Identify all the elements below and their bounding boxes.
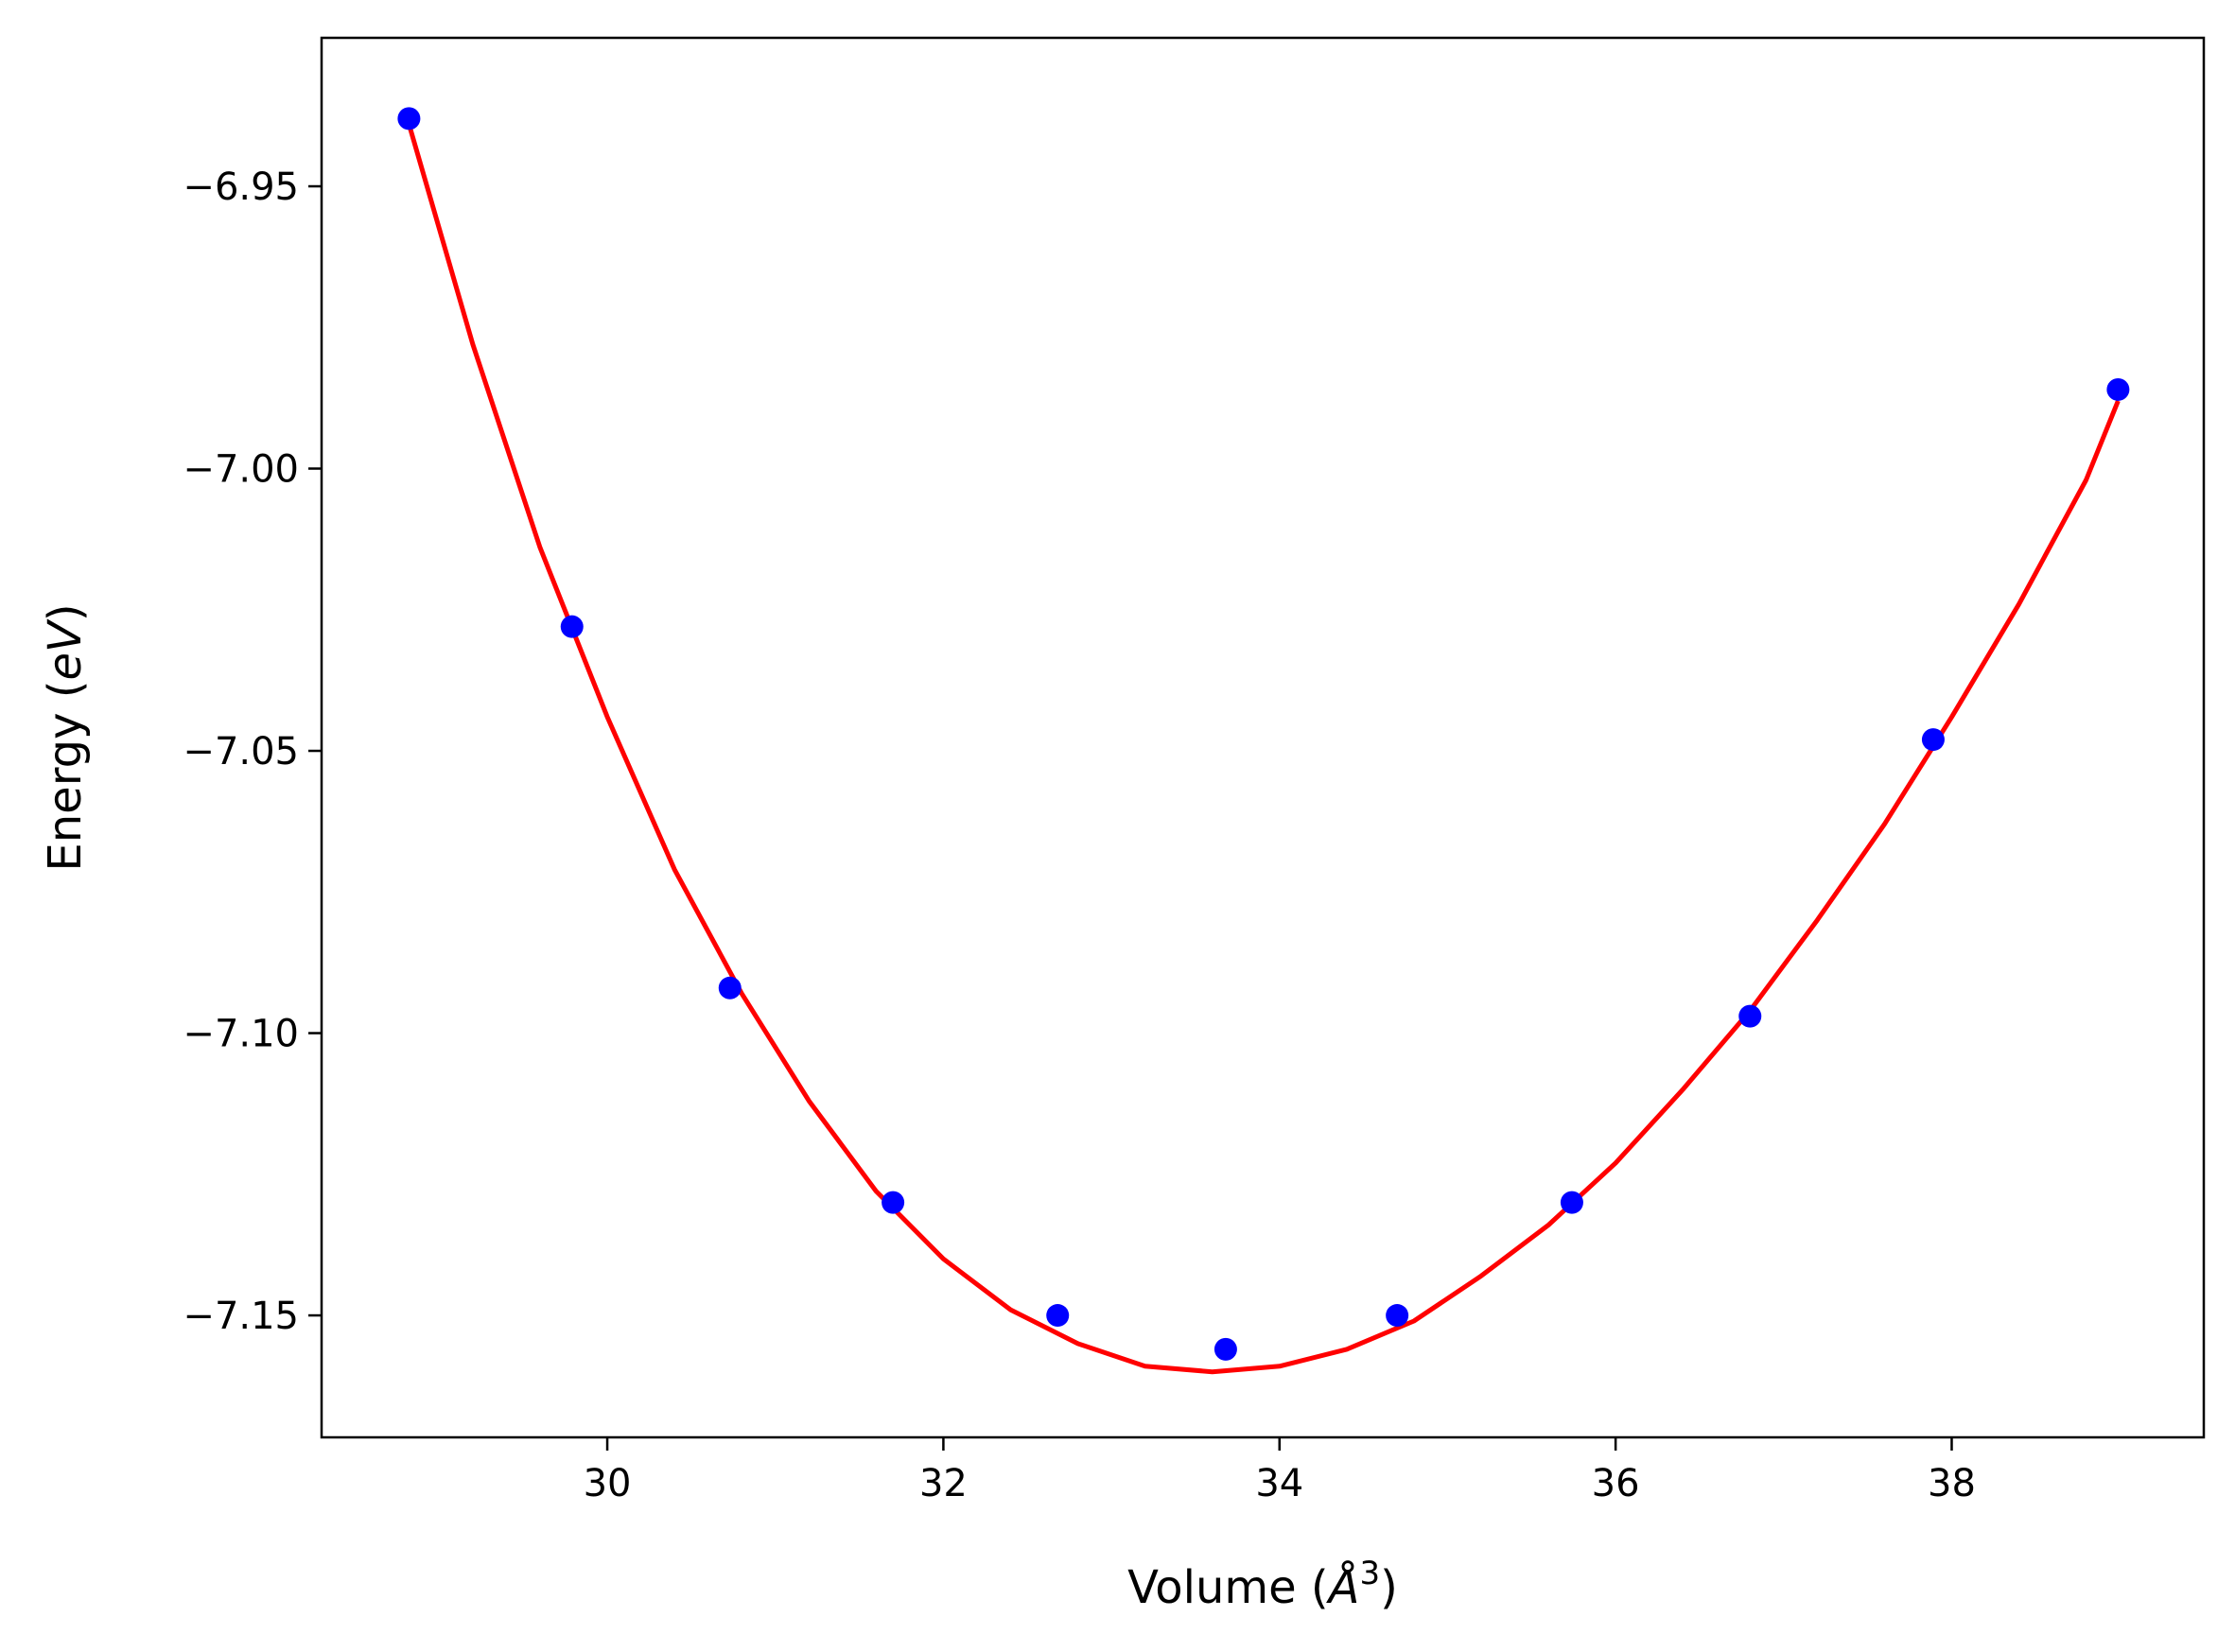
- data-point: [2106, 377, 2130, 401]
- x-axis-label-suffix: ): [1380, 1561, 1398, 1614]
- y-tick-label: −7.10: [183, 1013, 299, 1056]
- data-point: [1046, 1304, 1070, 1328]
- data-point: [1560, 1191, 1583, 1214]
- y-axis-ticks: −6.95 −7.00 −7.05 −7.10 −7.15: [183, 165, 322, 1338]
- data-point: [397, 107, 421, 130]
- y-tick-label: −7.15: [183, 1295, 299, 1338]
- x-axis-label-exponent: 3: [1359, 1555, 1380, 1592]
- y-axis-label-prefix: Energy (: [39, 681, 92, 872]
- x-axis-label-prefix: Volume (: [1127, 1561, 1329, 1614]
- x-tick-label: 34: [1255, 1462, 1303, 1505]
- x-tick-label: 32: [919, 1462, 968, 1505]
- data-point: [882, 1191, 905, 1214]
- plot-frame: [320, 36, 2206, 1439]
- data-point: [1386, 1304, 1409, 1328]
- y-axis-label-suffix: ): [39, 603, 92, 621]
- data-point: [1921, 728, 1945, 752]
- y-tick-label: −7.00: [183, 448, 299, 492]
- series-layer: [397, 107, 2130, 1375]
- x-axis-ticks: 30 32 34 36 38: [584, 1437, 1976, 1505]
- plot-area: [322, 38, 2204, 1437]
- data-point: [560, 615, 584, 638]
- x-axis-label: Volume (Å3): [1127, 1555, 1398, 1614]
- y-tick-label: −6.95: [183, 165, 299, 209]
- y-tick-label: −7.05: [183, 730, 299, 774]
- y-axis-label-unit: eV: [39, 618, 92, 681]
- data-point: [718, 976, 742, 1000]
- x-tick-label: 30: [584, 1462, 632, 1505]
- data-point: [1738, 1004, 1762, 1028]
- y-axis-label: Energy (eV): [39, 603, 92, 871]
- fit-curve-line: [406, 123, 2121, 1375]
- data-point: [1214, 1337, 1237, 1361]
- x-tick-label: 38: [1928, 1462, 1976, 1505]
- x-axis-label-unit: Å: [1326, 1560, 1360, 1614]
- x-tick-label: 36: [1592, 1462, 1640, 1505]
